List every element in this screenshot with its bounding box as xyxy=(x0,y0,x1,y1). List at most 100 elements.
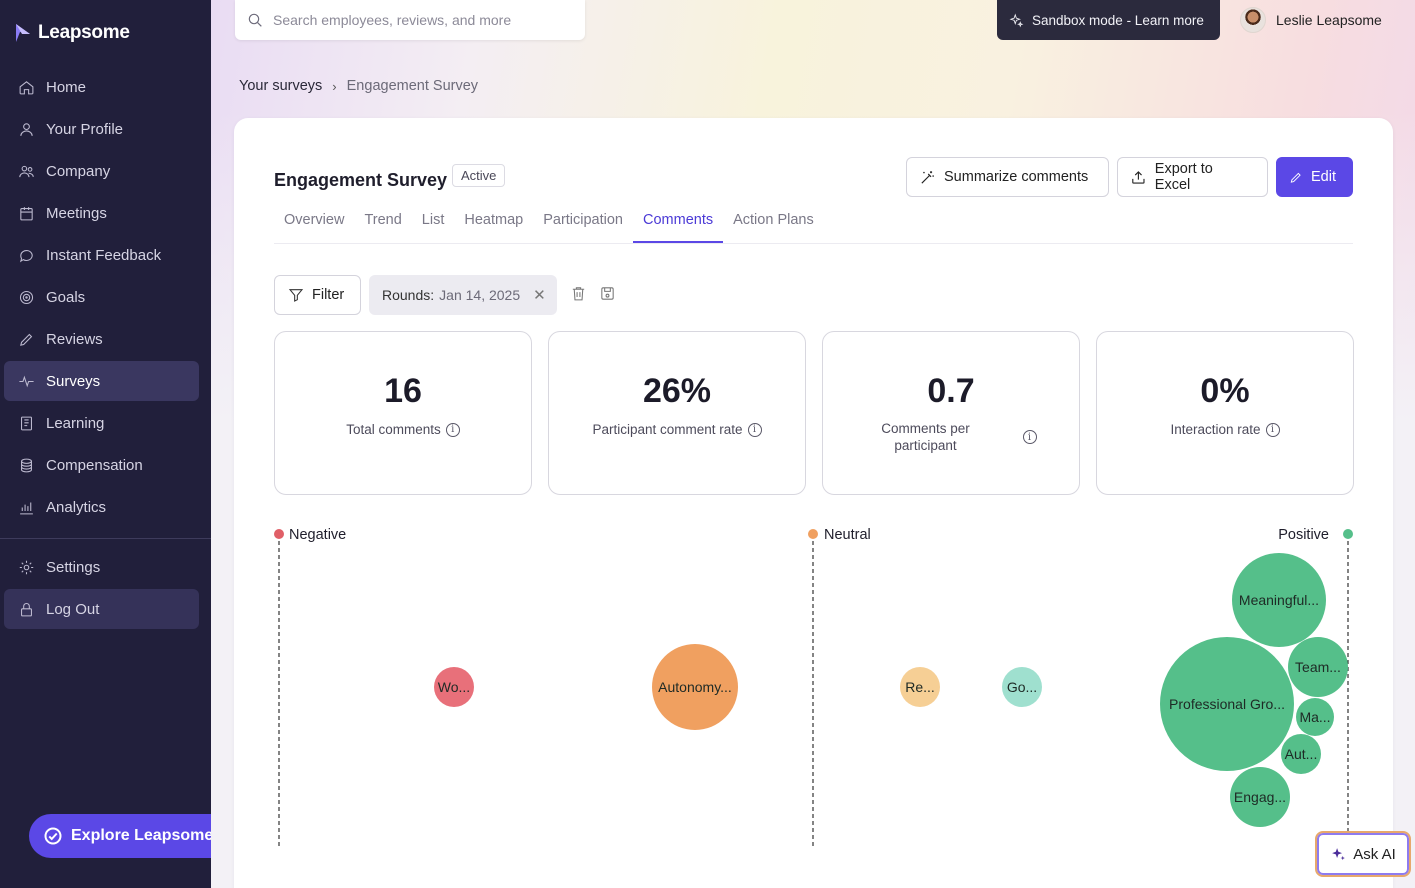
sidebar-item-company[interactable]: Company xyxy=(4,151,199,191)
edit-button[interactable]: Edit xyxy=(1276,157,1353,197)
stat-label: Comments per participant xyxy=(881,421,970,453)
sparkle-icon xyxy=(1009,13,1024,27)
sidebar-item-logout[interactable]: Log Out xyxy=(4,589,199,629)
bubble-label-4: Meaningful... xyxy=(1239,592,1319,608)
stat-label: Total comments xyxy=(346,422,441,437)
sidebar-item-your-profile[interactable]: Your Profile xyxy=(4,109,199,149)
stat-label-row: Participant comment rate i xyxy=(549,422,805,437)
tab-action-plans[interactable]: Action Plans xyxy=(733,212,814,228)
stat-value: 0% xyxy=(1200,372,1250,410)
breadcrumb-parent[interactable]: Your surveys xyxy=(239,78,323,94)
rounds-filter-chip[interactable]: Rounds: Jan 14, 2025 ✕ xyxy=(369,275,557,315)
positive-axis-marker xyxy=(1343,529,1353,539)
save-icon[interactable] xyxy=(599,285,616,302)
stat-label-row: Total comments i xyxy=(275,422,531,437)
sidebar-item-settings[interactable]: Settings xyxy=(4,547,199,587)
ask-ai-button[interactable]: Ask AI xyxy=(1315,831,1411,877)
sidebar-item-label: Learning xyxy=(46,414,105,432)
sidebar-item-label: Your Profile xyxy=(46,120,123,138)
neutral-axis-label: Neutral xyxy=(824,527,871,543)
status-badge: Active xyxy=(452,164,506,187)
search-input[interactable] xyxy=(273,12,563,28)
tab-heatmap[interactable]: Heatmap xyxy=(464,212,524,228)
filter-label: Filter xyxy=(312,287,345,303)
sidebar-item-label: Reviews xyxy=(46,330,103,348)
sidebar-nav: Home Your Profile Company Meetings Instant F… xyxy=(4,67,199,529)
sidebar-item-analytics[interactable]: Analytics xyxy=(4,487,199,527)
bubble-6 xyxy=(1160,637,1294,771)
stat-label-row: Interaction rate i xyxy=(1097,422,1353,437)
search-bar[interactable] xyxy=(235,0,585,40)
trash-icon[interactable] xyxy=(570,285,587,302)
bubble-label-6: Professional Gro... xyxy=(1169,696,1285,712)
lock-icon xyxy=(21,602,32,616)
stat-interaction-rate: 0% Interaction rate i xyxy=(1096,331,1354,495)
stat-label: Interaction rate xyxy=(1170,422,1261,437)
export-excel-button[interactable]: Export to Excel xyxy=(1117,157,1268,197)
magic-wand-icon xyxy=(921,170,934,184)
stat-total-comments: 16 Total comments i xyxy=(274,331,532,495)
filter-button[interactable]: Filter xyxy=(274,275,361,315)
bubble-label-9: Engag... xyxy=(1234,789,1286,805)
bubble-label-1: Autonomy... xyxy=(658,679,732,695)
positive-axis-label: Positive xyxy=(1278,527,1329,543)
summarize-label: Summarize comments xyxy=(944,169,1089,185)
chip-value: Jan 14, 2025 xyxy=(439,287,521,303)
tab-trend[interactable]: Trend xyxy=(364,212,402,228)
home-icon xyxy=(19,80,34,94)
survey-tabs: Overview Trend List Heatmap Participation Com… xyxy=(274,208,1353,244)
bubble-label-7: Ma... xyxy=(1299,709,1330,725)
bubble-label-2: Re... xyxy=(905,679,935,695)
ask-ai-label: Ask AI xyxy=(1353,845,1396,863)
sentiment-bubble-chart: Negative Neutral Positive Wo... Autonomy... R… xyxy=(234,518,1393,888)
bubble-label-8: Aut... xyxy=(1285,746,1318,762)
chevron-right-icon: › xyxy=(332,78,337,94)
tab-participation[interactable]: Participation xyxy=(543,212,623,228)
sidebar-item-surveys[interactable]: Surveys xyxy=(4,361,199,401)
info-icon[interactable]: i xyxy=(1265,422,1280,437)
explore-leapsome-button[interactable]: Explore Leapsome 7 xyxy=(29,808,240,858)
neutral-axis-marker xyxy=(808,529,818,539)
sidebar-divider xyxy=(0,538,211,539)
close-icon[interactable]: ✕ xyxy=(533,287,546,304)
sidebar-item-label: Goals xyxy=(46,288,86,306)
chip-key: Rounds: xyxy=(382,287,435,303)
summarize-comments-button[interactable]: Summarize comments xyxy=(906,157,1109,197)
bubble-3 xyxy=(1002,667,1042,707)
leapsome-logo[interactable]: Leapsome xyxy=(14,22,130,44)
user-name: Leslie Leapsome xyxy=(1276,12,1382,28)
check-circle-icon xyxy=(44,827,62,845)
calendar-icon xyxy=(20,206,33,220)
sidebar-item-reviews[interactable]: Reviews xyxy=(4,319,199,359)
tab-comments[interactable]: Comments xyxy=(633,208,724,243)
sidebar-item-home[interactable]: Home xyxy=(4,67,199,107)
info-icon[interactable]: i xyxy=(445,422,460,437)
book-icon xyxy=(21,416,32,430)
tab-overview[interactable]: Overview xyxy=(284,212,345,228)
sidebar-item-compensation[interactable]: Compensation xyxy=(4,445,199,485)
sidebar-item-label: Home xyxy=(46,78,87,96)
info-icon[interactable]: i xyxy=(747,422,762,437)
bubble-0 xyxy=(434,667,474,707)
info-icon[interactable]: i xyxy=(1022,430,1037,444)
stat-participant-comment-rate: 26% Participant comment rate i xyxy=(548,331,806,495)
sidebar-item-instant-feedback[interactable]: Instant Feedback xyxy=(4,235,199,275)
sidebar-item-goals[interactable]: Goals xyxy=(4,277,199,317)
page-title: Engagement Survey xyxy=(274,170,448,190)
sparkle-icon xyxy=(1332,847,1346,860)
breadcrumb-current: Engagement Survey xyxy=(346,78,479,94)
sidebar-item-meetings[interactable]: Meetings xyxy=(4,193,199,233)
tab-list[interactable]: List xyxy=(421,212,445,228)
user-menu[interactable]: Leslie Leapsome xyxy=(1240,7,1382,33)
sandbox-label: Sandbox mode - Learn more xyxy=(1032,12,1204,28)
avatar xyxy=(1240,7,1266,33)
sandbox-mode-button[interactable]: Sandbox mode - Learn more xyxy=(997,0,1220,40)
sidebar-item-label: Surveys xyxy=(46,372,101,390)
stat-comments-per-participant: 0.7 Comments per participant i xyxy=(822,331,1080,495)
funnel-icon xyxy=(288,289,304,302)
bubble-7 xyxy=(1296,698,1334,736)
sidebar: Leapsome Home Your Profile Company Meetings… xyxy=(0,0,240,888)
sidebar-secondary-nav: Settings Log Out xyxy=(4,547,199,631)
sidebar-item-learning[interactable]: Learning xyxy=(4,403,199,443)
survey-card: Engagement Survey Active Summarize comme… xyxy=(234,118,1393,888)
